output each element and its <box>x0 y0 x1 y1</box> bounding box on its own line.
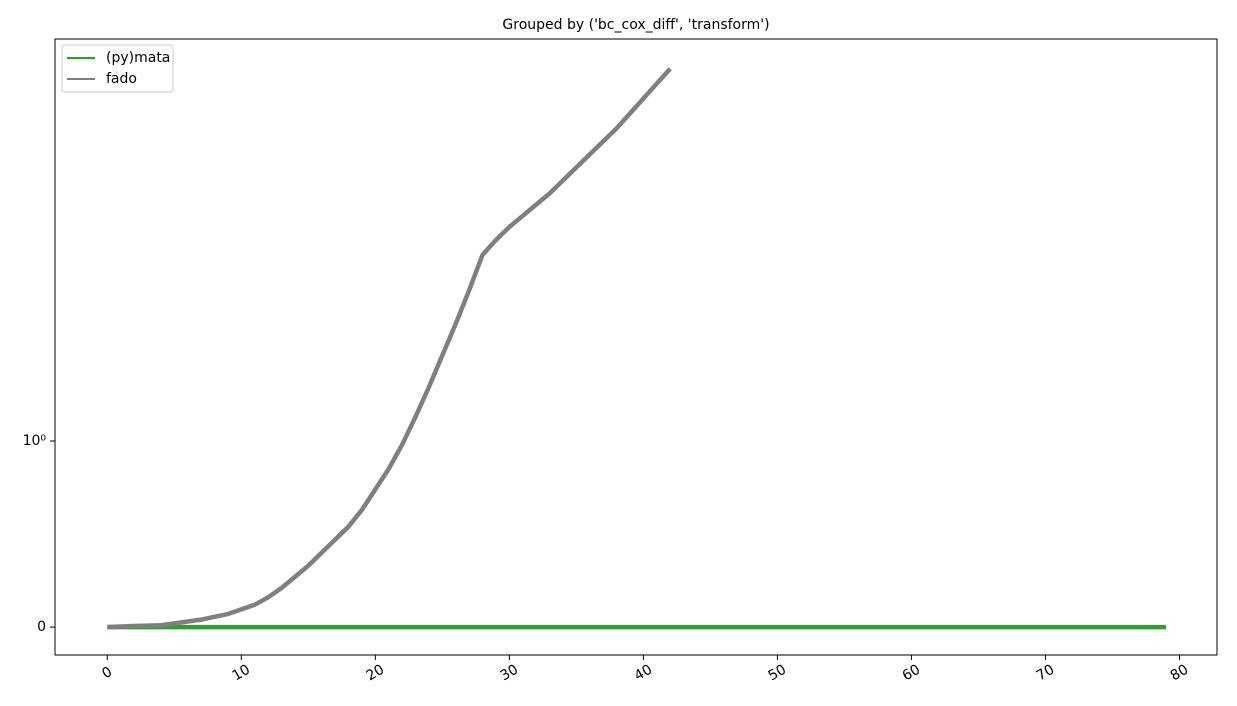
x-tick-label: 10 <box>230 662 253 685</box>
x-tick-label: 80 <box>1168 662 1191 685</box>
legend-label: fado <box>106 71 137 87</box>
chart-title: Grouped by ('bc_cox_diff', 'transform') <box>502 17 769 33</box>
y-tick-label: 10⁰ <box>23 433 47 449</box>
series-line <box>107 67 672 630</box>
x-tick-label: 30 <box>498 662 521 685</box>
x-tick-label: 20 <box>364 662 387 685</box>
y-tick-label: 0 <box>37 619 46 635</box>
legend-label: (py)mata <box>106 50 170 66</box>
x-tick-label: 60 <box>900 662 923 685</box>
x-tick-label: 50 <box>766 662 789 685</box>
legend-box <box>61 44 174 93</box>
x-tick-label: 0 <box>99 664 115 682</box>
x-tick-label: 40 <box>632 662 655 685</box>
plot-frame <box>54 38 1218 656</box>
x-tick-label: 70 <box>1034 662 1057 685</box>
